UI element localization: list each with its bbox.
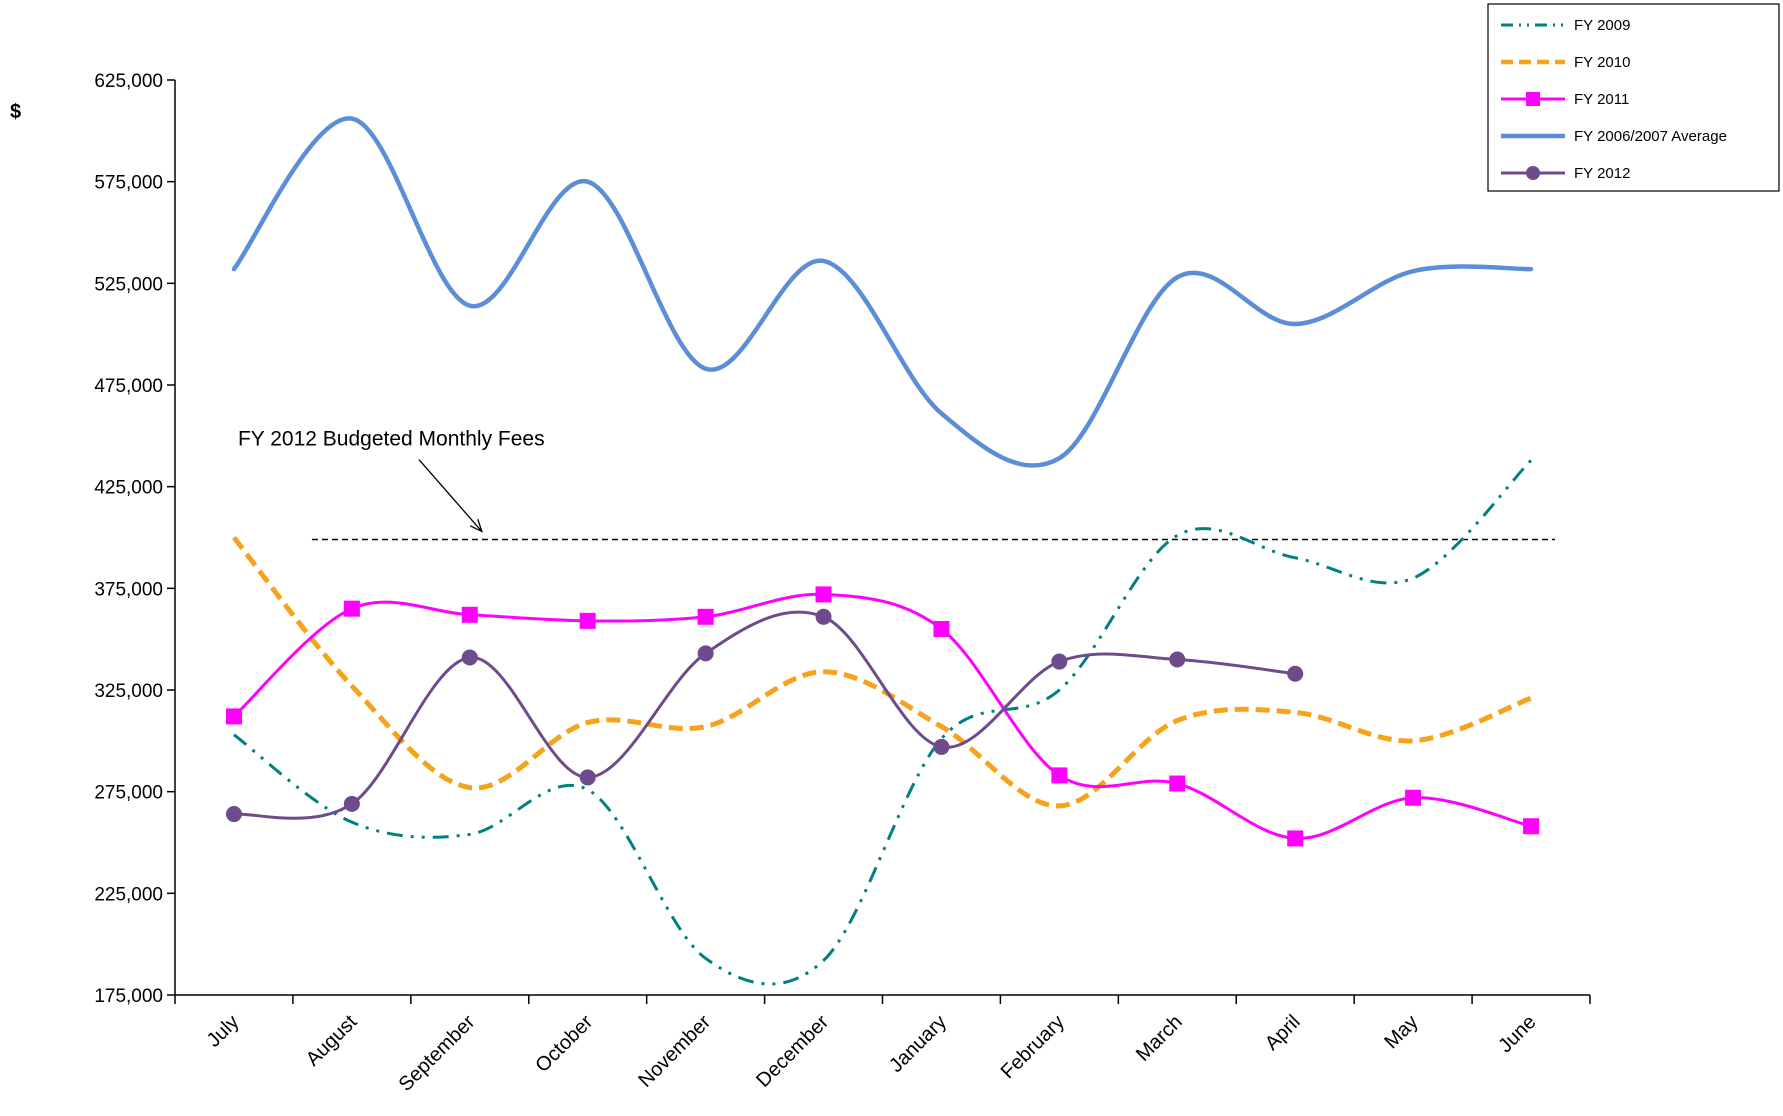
x-tick-label: December [752, 1011, 833, 1092]
series-fy-2006-2007-average [231, 116, 1534, 468]
axes [174, 80, 1590, 996]
reference-line-label: FY 2012 Budgeted Monthly Fees [238, 428, 545, 451]
data-point-square [343, 600, 360, 617]
legend-label: FY 2011 [1574, 91, 1629, 108]
x-tick-label: May [1380, 1011, 1422, 1053]
series-line [233, 459, 1533, 986]
y-tick-label: 175,000 [94, 986, 163, 1007]
series-line [232, 610, 1297, 820]
data-point-circle [1287, 665, 1304, 682]
x-tick-label: January [885, 1011, 951, 1077]
y-tick-label: 525,000 [94, 274, 163, 295]
x-tick-label: November [634, 1011, 715, 1092]
x-tick-label: August [302, 1011, 362, 1071]
y-tick-label: 325,000 [94, 681, 163, 702]
data-point-circle [1051, 653, 1068, 670]
legend-label: FY 2012 [1574, 165, 1630, 182]
data-point-circle [815, 608, 832, 625]
y-tick-label: 625,000 [94, 71, 163, 92]
data-point-circle [461, 649, 478, 666]
y-tick-label: 375,000 [94, 579, 163, 600]
data-point-square [1523, 818, 1540, 835]
data-point-circle [343, 795, 360, 812]
series-fy-2010 [232, 535, 1532, 809]
series-line [232, 535, 1532, 809]
y-tick-label: 225,000 [94, 884, 163, 905]
series-fy-2011 [225, 586, 1540, 847]
legend-item-fy-2009: FY 2009 [1501, 17, 1630, 34]
legend-item-fy-2006-2007-average: FY 2006/2007 Average [1501, 128, 1727, 145]
data-point-square [933, 621, 950, 637]
x-tick-label: July [203, 1011, 244, 1052]
data-point-circle [225, 806, 242, 823]
y-tick-label: 575,000 [94, 173, 163, 194]
series-line [231, 116, 1534, 468]
data-point-circle [697, 645, 714, 662]
legend-marker [1526, 166, 1540, 180]
series-layer [225, 116, 1540, 986]
x-tick-label: June [1494, 1011, 1540, 1057]
series-fy-2012 [225, 608, 1304, 823]
data-point-square [697, 608, 714, 625]
data-point-square [815, 586, 832, 603]
legend-label: FY 2009 [1574, 17, 1630, 34]
x-tick-label: September [395, 1011, 480, 1096]
legend-item-fy-2010: FY 2010 [1501, 54, 1630, 71]
y-tick-label: 275,000 [94, 783, 163, 804]
data-point-square [461, 606, 478, 623]
x-tick-label: March [1132, 1011, 1187, 1066]
legend-label: FY 2010 [1574, 54, 1630, 71]
legend-marker [1526, 92, 1540, 106]
series-line [232, 592, 1533, 840]
data-point-square [225, 708, 242, 725]
x-axis-ticks: July August September October November Decemb… [174, 995, 1591, 1096]
y-axis-ticks: 625,000 575,000 525,000 475,000 425,000 375,0… [94, 71, 175, 1007]
legend-item-fy-2012: FY 2012 [1501, 165, 1630, 182]
x-tick-label: October [531, 1011, 597, 1077]
y-tick-label: 475,000 [94, 376, 163, 397]
data-point-square [1405, 789, 1422, 806]
y-tick-label: 425,000 [94, 478, 163, 499]
annotation-arrowhead [469, 518, 483, 533]
data-point-circle [933, 738, 950, 755]
data-point-circle [1169, 651, 1186, 668]
x-tick-label: April [1261, 1011, 1305, 1055]
legend-label: FY 2006/2007 Average [1574, 128, 1727, 145]
data-point-circle [579, 769, 596, 786]
reference-line-group: FY 2012 Budgeted Monthly Fees [238, 428, 1555, 541]
data-point-square [579, 612, 596, 629]
legend-item-fy-2011: FY 2011 [1501, 91, 1629, 108]
data-point-square [1287, 830, 1304, 847]
data-point-square [1051, 767, 1068, 784]
x-tick-label: February [997, 1011, 1069, 1083]
series-fy-2009 [233, 459, 1533, 986]
y-axis-label: $ [10, 101, 21, 123]
data-point-square [1169, 775, 1186, 792]
annotation-arrow [418, 459, 483, 532]
legend: FY 2009 FY 2010 FY 2011 FY 2006/2007 Averag… [1487, 3, 1780, 192]
